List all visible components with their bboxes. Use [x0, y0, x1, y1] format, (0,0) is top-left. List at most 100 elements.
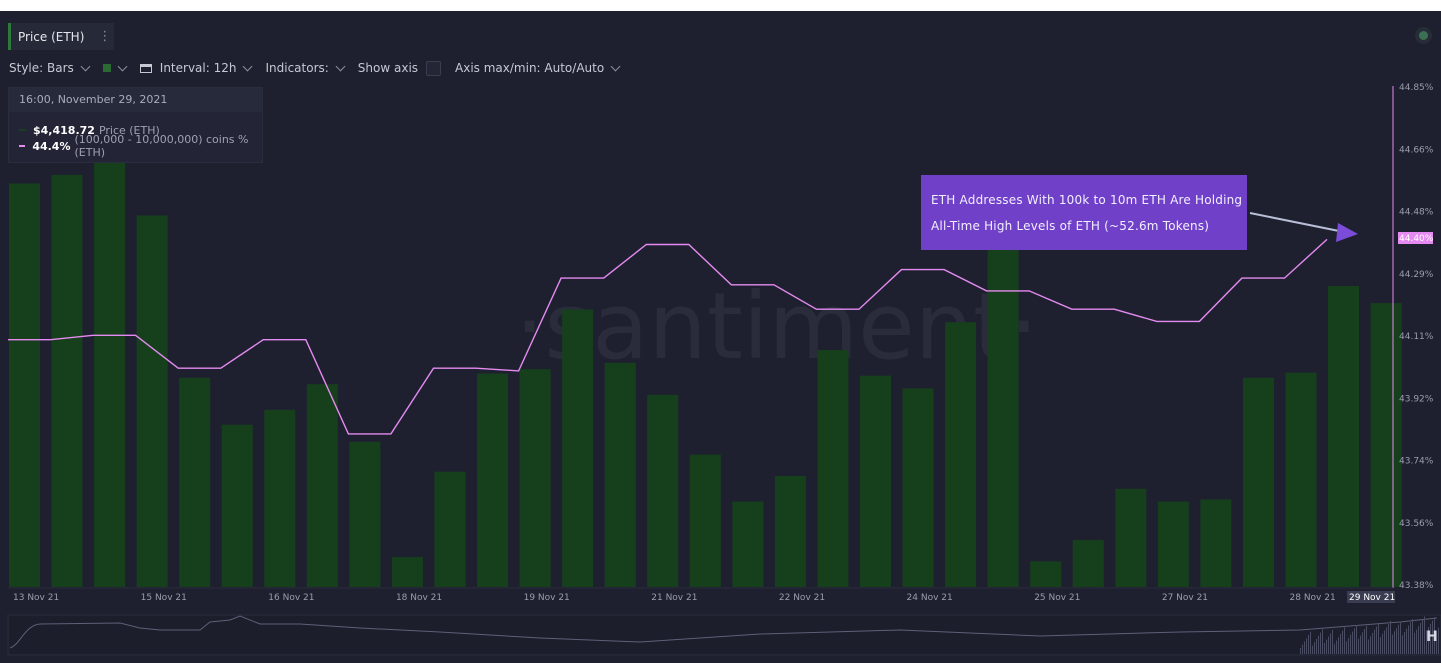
- status-indicator-icon: [1419, 31, 1428, 40]
- price-bar[interactable]: [221, 424, 253, 587]
- price-bar[interactable]: [179, 377, 211, 587]
- price-bar[interactable]: [264, 409, 296, 587]
- price-bar[interactable]: [1115, 488, 1147, 587]
- navigator-bar: [1306, 638, 1307, 654]
- navigator-bar: [1320, 632, 1321, 654]
- navigator-bar: [1368, 639, 1369, 654]
- price-bar[interactable]: [1328, 285, 1360, 587]
- navigator-bar: [1410, 622, 1411, 654]
- navigator-bar: [1412, 619, 1413, 654]
- navigator-bar: [1374, 629, 1375, 654]
- price-bar[interactable]: [306, 384, 338, 587]
- last-tick-highlight: [1347, 591, 1395, 603]
- x-tick-label: 16 Nov 21: [268, 593, 314, 603]
- x-tick-label: 13 Nov 21: [13, 593, 59, 603]
- navigator-bar: [1418, 626, 1419, 654]
- show-axis-toggle[interactable]: Show axis: [357, 60, 442, 76]
- axis-maxmin-dropdown[interactable]: Axis max/min: Auto/Auto: [455, 61, 621, 75]
- interval-dropdown[interactable]: Interval: 12h: [139, 61, 253, 75]
- price-bar[interactable]: [1072, 540, 1104, 587]
- price-bar[interactable]: [94, 160, 126, 587]
- navigator-bar: [1354, 628, 1355, 654]
- checkbox[interactable]: [426, 60, 442, 76]
- price-bar[interactable]: [9, 183, 40, 588]
- price-bar[interactable]: [647, 394, 679, 587]
- navigator-bar: [1346, 641, 1347, 654]
- navigator-bar: [1382, 633, 1383, 654]
- price-bar[interactable]: [689, 454, 721, 587]
- price-bar[interactable]: [477, 373, 509, 588]
- navigator-bar: [1404, 632, 1405, 654]
- navigator-bar: [1414, 632, 1415, 654]
- price-bar[interactable]: [1242, 377, 1274, 587]
- tooltip-holding-value: 44.4%: [32, 139, 71, 153]
- price-bar[interactable]: [1157, 501, 1189, 587]
- navigator-bar: [1316, 639, 1317, 654]
- navigator-bar: [1384, 630, 1385, 654]
- price-bar[interactable]: [817, 350, 849, 587]
- price-bar[interactable]: [774, 475, 806, 587]
- holding-legend-marker: [19, 145, 26, 147]
- data-tooltip: 16:00, November 29, 2021 $4,418.72 Price…: [8, 87, 263, 163]
- navigator-bar: [1366, 625, 1367, 654]
- navigator-handle-icon[interactable]: H: [1426, 629, 1438, 645]
- indicators-label: Indicators:: [265, 61, 329, 75]
- x-tick-label: 15 Nov 21: [141, 593, 187, 603]
- navigator-panel[interactable]: [7, 614, 1441, 656]
- price-bar[interactable]: [945, 322, 977, 587]
- price-bar[interactable]: [562, 309, 594, 587]
- navigator-bar: [1312, 645, 1313, 654]
- navigator-bar: [1330, 633, 1331, 654]
- navigator-bar: [1348, 638, 1349, 654]
- metric-tab-label: Price (ETH): [18, 29, 85, 44]
- y-tick-label: 43.38%: [1399, 581, 1434, 591]
- navigator-bar: [1394, 631, 1395, 654]
- current-value-label: 44.40%: [1399, 234, 1434, 244]
- navigator-bar: [1364, 629, 1365, 654]
- top-strip: [0, 0, 1441, 11]
- navigator-bar: [1336, 640, 1337, 654]
- price-bar[interactable]: [902, 388, 934, 587]
- interval-label: Interval: 12h: [159, 61, 237, 75]
- price-bar[interactable]: [1285, 372, 1317, 587]
- price-bar[interactable]: [349, 441, 381, 587]
- price-bar[interactable]: [519, 369, 551, 587]
- annotation-box: ETH Addresses With 100k to 10m ETH Are H…: [921, 175, 1247, 250]
- annotation-arrow-line: [1249, 212, 1345, 233]
- navigator-bar: [1386, 627, 1387, 654]
- navigator-bar: [1340, 634, 1341, 654]
- tooltip-date: 16:00, November 29, 2021: [9, 88, 262, 112]
- price-bar[interactable]: [987, 245, 1019, 587]
- price-bar[interactable]: [1200, 499, 1232, 587]
- navigator-bar: [1344, 627, 1345, 654]
- price-bar[interactable]: [391, 557, 423, 587]
- color-swatch-icon: [102, 64, 111, 72]
- y-tick-label: 43.74%: [1399, 457, 1434, 467]
- price-bar[interactable]: [1370, 303, 1402, 587]
- indicators-dropdown[interactable]: Indicators:: [265, 61, 346, 75]
- price-bar[interactable]: [136, 215, 168, 587]
- price-bar[interactable]: [860, 375, 891, 587]
- color-dropdown[interactable]: [102, 61, 128, 72]
- metric-tab-price[interactable]: Price (ETH) ⋮: [8, 23, 114, 50]
- annotation-line-2: All-Time High Levels of ETH (~52.6m Toke…: [931, 219, 1210, 233]
- more-vertical-icon[interactable]: ⋮: [98, 29, 112, 44]
- navigator-bar: [1378, 623, 1379, 654]
- tooltip-price-name: Price (ETH): [98, 123, 160, 137]
- x-tick-label: 21 Nov 21: [651, 593, 697, 603]
- price-bar[interactable]: [51, 174, 83, 587]
- show-axis-label: Show axis: [357, 61, 419, 75]
- navigator-bar: [1400, 621, 1401, 654]
- navigator-bar: [1428, 627, 1429, 654]
- y-tick-label: 44.66%: [1399, 145, 1434, 155]
- navigator-bar: [1432, 620, 1433, 654]
- price-bar[interactable]: [1030, 561, 1062, 587]
- price-bar[interactable]: [604, 362, 636, 587]
- navigator-bar: [1358, 638, 1359, 654]
- last-tick-overlay: 29 Nov 21: [1349, 593, 1395, 603]
- navigator-bar: [1434, 617, 1435, 654]
- style-dropdown[interactable]: Style: Bars: [9, 61, 91, 75]
- price-bar[interactable]: [732, 501, 764, 587]
- price-bar[interactable]: [434, 471, 466, 587]
